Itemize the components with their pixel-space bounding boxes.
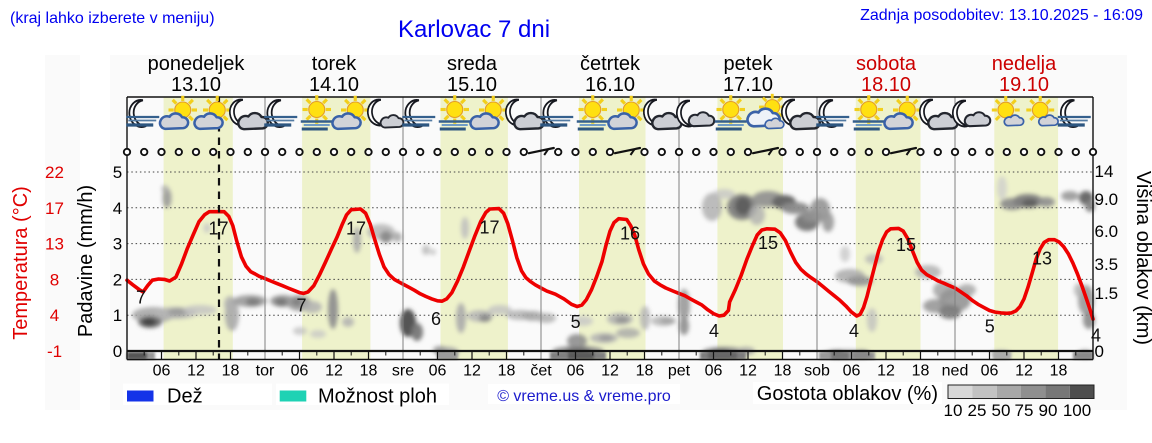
svg-text:sob: sob xyxy=(804,363,830,380)
svg-text:5: 5 xyxy=(985,317,995,337)
svg-text:Karlovac 7 dni: Karlovac 7 dni xyxy=(398,16,550,43)
svg-text:© vreme.us & vreme.pro: © vreme.us & vreme.pro xyxy=(497,388,671,405)
svg-text:Možnost ploh: Možnost ploh xyxy=(318,386,437,408)
svg-text:čet: čet xyxy=(530,363,552,380)
svg-text:4: 4 xyxy=(709,321,719,341)
svg-text:7: 7 xyxy=(296,296,306,316)
svg-text:06: 06 xyxy=(981,363,999,380)
svg-text:5: 5 xyxy=(113,163,122,182)
svg-text:06: 06 xyxy=(567,363,585,380)
svg-text:13.10: 13.10 xyxy=(171,74,221,96)
svg-text:17: 17 xyxy=(208,219,228,239)
svg-text:14: 14 xyxy=(1095,162,1114,181)
svg-text:4: 4 xyxy=(849,321,859,341)
svg-text:torek: torek xyxy=(312,53,357,75)
svg-text:pet: pet xyxy=(668,363,691,380)
svg-text:5: 5 xyxy=(571,312,581,332)
svg-text:06: 06 xyxy=(153,363,171,380)
svg-text:17: 17 xyxy=(45,199,64,218)
svg-text:18: 18 xyxy=(222,363,240,380)
svg-text:12: 12 xyxy=(463,363,481,380)
svg-text:18: 18 xyxy=(360,363,378,380)
svg-text:4: 4 xyxy=(50,306,59,325)
svg-text:12: 12 xyxy=(601,363,619,380)
svg-text:ned: ned xyxy=(942,363,969,380)
svg-text:18: 18 xyxy=(498,363,516,380)
svg-text:nedelja: nedelja xyxy=(992,53,1057,75)
svg-text:Padavine (mm/h): Padavine (mm/h) xyxy=(75,185,97,337)
svg-text:17.10: 17.10 xyxy=(723,74,773,96)
svg-text:15: 15 xyxy=(758,233,778,253)
svg-text:12: 12 xyxy=(325,363,343,380)
svg-text:12: 12 xyxy=(187,363,205,380)
svg-text:12: 12 xyxy=(739,363,757,380)
svg-text:4: 4 xyxy=(113,199,122,218)
svg-text:16.10: 16.10 xyxy=(585,74,635,96)
svg-text:3.5: 3.5 xyxy=(1095,255,1119,274)
svg-text:-1: -1 xyxy=(47,342,62,361)
svg-text:14.10: 14.10 xyxy=(309,74,359,96)
svg-text:2: 2 xyxy=(113,270,122,289)
svg-text:Višina oblakov (km): Višina oblakov (km) xyxy=(1132,171,1152,345)
svg-text:22: 22 xyxy=(45,163,64,182)
svg-text:sre: sre xyxy=(392,363,414,380)
svg-text:Zadnja posodobitev: 13.10.2025: Zadnja posodobitev: 13.10.2025 - 16:09 xyxy=(860,7,1143,24)
svg-text:12: 12 xyxy=(1015,363,1033,380)
svg-text:ponedeljek: ponedeljek xyxy=(148,53,246,75)
svg-text:25: 25 xyxy=(968,401,987,420)
svg-text:0: 0 xyxy=(1095,342,1104,361)
svg-text:Temperatura (°C): Temperatura (°C) xyxy=(10,186,32,340)
svg-text:12: 12 xyxy=(877,363,895,380)
svg-text:06: 06 xyxy=(291,363,309,380)
svg-text:(kraj lahko izberete v meniju): (kraj lahko izberete v meniju) xyxy=(10,10,215,27)
svg-text:6.0: 6.0 xyxy=(1095,222,1119,241)
svg-text:16: 16 xyxy=(620,224,640,244)
svg-text:90: 90 xyxy=(1039,401,1058,420)
svg-text:15: 15 xyxy=(896,235,916,255)
svg-text:4: 4 xyxy=(1091,326,1101,346)
svg-text:18: 18 xyxy=(912,363,930,380)
svg-text:Dež: Dež xyxy=(167,386,203,408)
svg-text:06: 06 xyxy=(705,363,723,380)
svg-text:06: 06 xyxy=(429,363,447,380)
svg-text:13: 13 xyxy=(45,235,64,254)
svg-text:1: 1 xyxy=(113,306,122,325)
svg-text:06: 06 xyxy=(843,363,861,380)
svg-text:1.5: 1.5 xyxy=(1095,284,1119,303)
svg-text:18: 18 xyxy=(1050,363,1068,380)
svg-text:13: 13 xyxy=(1032,249,1052,269)
svg-text:18: 18 xyxy=(636,363,654,380)
svg-text:17: 17 xyxy=(479,218,499,238)
svg-text:15.10: 15.10 xyxy=(447,74,497,96)
svg-text:75: 75 xyxy=(1015,401,1034,420)
svg-text:17: 17 xyxy=(346,219,366,239)
svg-text:6: 6 xyxy=(431,309,441,329)
svg-text:Gostota oblakov (%): Gostota oblakov (%) xyxy=(757,383,938,405)
svg-text:petek: petek xyxy=(724,53,774,75)
svg-text:9.0: 9.0 xyxy=(1095,190,1119,209)
svg-text:0: 0 xyxy=(113,342,122,361)
svg-text:četrtek: četrtek xyxy=(580,53,641,75)
svg-text:sreda: sreda xyxy=(447,53,498,75)
svg-text:18: 18 xyxy=(774,363,792,380)
svg-text:tor: tor xyxy=(256,363,275,380)
svg-text:50: 50 xyxy=(992,401,1011,420)
svg-text:18.10: 18.10 xyxy=(861,74,911,96)
svg-text:7: 7 xyxy=(136,288,146,308)
svg-text:sobota: sobota xyxy=(856,53,917,75)
svg-text:8: 8 xyxy=(50,270,59,289)
svg-text:100: 100 xyxy=(1063,401,1091,420)
svg-text:10: 10 xyxy=(944,401,963,420)
svg-text:19.10: 19.10 xyxy=(999,74,1049,96)
svg-text:3: 3 xyxy=(113,235,122,254)
